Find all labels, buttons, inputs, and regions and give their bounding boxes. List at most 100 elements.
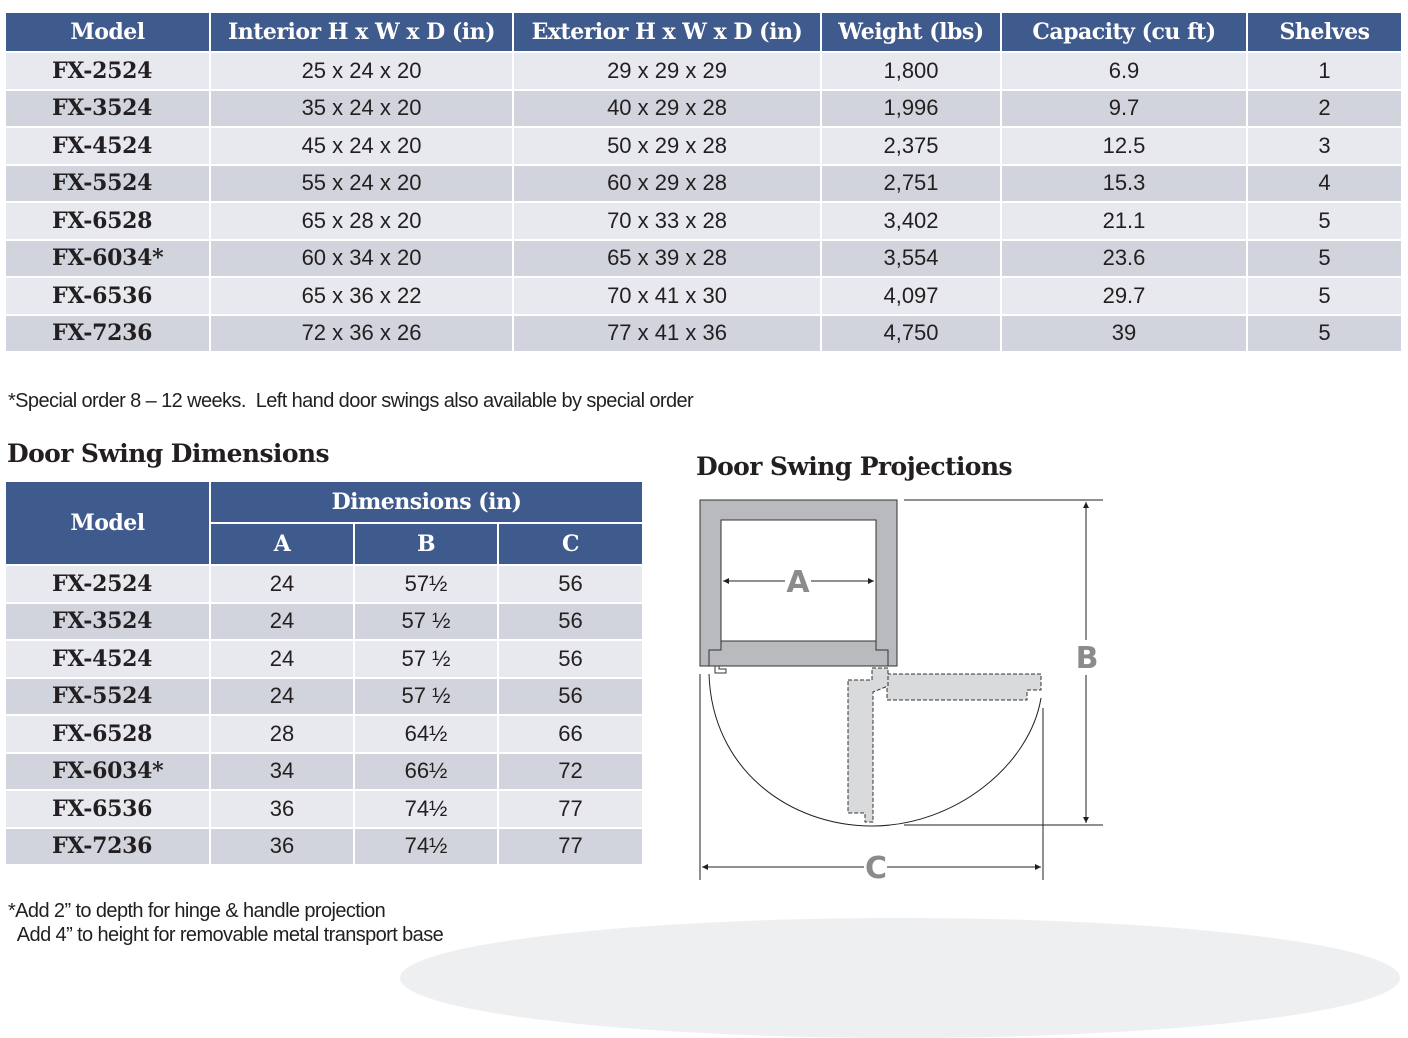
table-cell: 39	[1000, 313, 1248, 353]
table-cell: 3,554	[820, 238, 1002, 278]
decorative-background-curve	[400, 918, 1400, 1038]
table-cell: 2	[1246, 88, 1403, 128]
table-cell: 21.1	[1000, 201, 1248, 241]
column-header: Shelves	[1246, 11, 1403, 53]
table-row: FX-6034* 60 x 34 x 20 65 x 39 x 28 3,554 23.…	[4, 238, 1403, 278]
table-cell: 64½	[353, 714, 499, 754]
header-b: B	[353, 522, 499, 566]
table-cell: 29 x 29 x 29	[512, 51, 822, 91]
table-cell: 40 x 29 x 28	[512, 88, 822, 128]
header-model: Model	[4, 480, 211, 566]
table-row: FX-3524 24 57 ½ 56	[4, 601, 645, 641]
table-row: FX-6034* 34 66½ 72	[4, 751, 645, 791]
table-subheader-row: A B C	[5, 522, 645, 566]
table-cell: 66	[496, 714, 645, 754]
table-cell: 28	[209, 714, 355, 754]
table-cell: 74½	[353, 789, 499, 829]
column-header: Capacity (cu ft)	[1000, 11, 1248, 53]
table-cell: 24	[209, 639, 355, 679]
table-cell: 74½	[353, 826, 499, 866]
table-cell: 4,750	[820, 313, 1002, 353]
special-order-note: *Special order 8 – 12 weeks. Left hand d…	[8, 390, 694, 412]
table-cell: 66½	[353, 751, 499, 791]
table-header-row: Model Interior H x W x D (in) Exterior H x…	[4, 11, 1403, 53]
table-cell: 36	[209, 826, 355, 866]
table-header-row: Model Dimensions (in)	[4, 480, 645, 566]
table-cell: 57 ½	[353, 676, 499, 716]
model-cell: FX-5524	[4, 676, 211, 716]
cabinet-door-frame	[708, 640, 889, 667]
model-cell: FX-6536	[4, 789, 211, 829]
model-cell: FX-3524	[4, 88, 211, 128]
table-cell: 4	[1246, 163, 1403, 203]
model-cell: FX-2524	[4, 564, 211, 604]
model-cell: FX-6034*	[4, 238, 211, 278]
dimension-c-label: C	[865, 851, 887, 886]
table-cell: 24	[209, 676, 355, 716]
table-cell: 5	[1246, 276, 1403, 316]
table-cell: 24	[209, 601, 355, 641]
model-cell: FX-3524	[4, 601, 211, 641]
door-swing-diagram: A B C	[699, 499, 1103, 886]
table-cell: 56	[496, 676, 645, 716]
table-row: FX-6536 65 x 36 x 22 70 x 41 x 30 4,097 29.7…	[4, 276, 1403, 316]
table-cell: 77 x 41 x 36	[512, 313, 822, 353]
door-open-position	[886, 673, 1042, 701]
model-cell: FX-4524	[4, 639, 211, 679]
header-c: C	[496, 522, 645, 566]
table-row: FX-6528 65 x 28 x 20 70 x 33 x 28 3,402 21.1…	[4, 201, 1403, 241]
table-cell: 15.3	[1000, 163, 1248, 203]
table-cell: 2,375	[820, 126, 1002, 166]
table-cell: 45 x 24 x 20	[209, 126, 514, 166]
table-row: FX-6536 36 74½ 77	[4, 789, 645, 829]
table-cell: 35 x 24 x 20	[209, 88, 514, 128]
table-row: FX-5524 24 57 ½ 56	[4, 676, 645, 716]
table-cell: 50 x 29 x 28	[512, 126, 822, 166]
table-cell: 29.7	[1000, 276, 1248, 316]
table-cell: 55 x 24 x 20	[209, 163, 514, 203]
table-cell: 6.9	[1000, 51, 1248, 91]
dimension-a-label: A	[786, 565, 810, 600]
model-cell: FX-7236	[4, 826, 211, 866]
table-cell: 5	[1246, 201, 1403, 241]
column-header: Weight (lbs)	[820, 11, 1002, 53]
table-cell: 56	[496, 564, 645, 604]
table-cell: 70 x 33 x 28	[512, 201, 822, 241]
table-cell: 72 x 36 x 26	[209, 313, 514, 353]
model-cell: FX-5524	[4, 163, 211, 203]
table-cell: 57 ½	[353, 601, 499, 641]
table-cell: 5	[1246, 313, 1403, 353]
table-row: FX-5524 55 x 24 x 20 60 x 29 x 28 2,751 15.3…	[4, 163, 1403, 203]
dimension-b-label: B	[1076, 641, 1099, 676]
table-cell: 56	[496, 639, 645, 679]
table-cell: 34	[209, 751, 355, 791]
specifications-table: Model Interior H x W x D (in) Exterior H x…	[4, 11, 1403, 353]
door-swing-dimensions-table: Model Dimensions (in) A B C FX-2524 24 57½…	[4, 480, 645, 866]
table-cell: 70 x 41 x 30	[512, 276, 822, 316]
hinge-note: *Add 2” to depth for hinge & handle proj…	[8, 900, 386, 922]
table-cell: 72	[496, 751, 645, 791]
hinge-icon	[714, 666, 727, 674]
table-cell: 65 x 36 x 22	[209, 276, 514, 316]
model-cell: FX-6034*	[4, 751, 211, 791]
table-cell: 65 x 28 x 20	[209, 201, 514, 241]
table-row: FX-7236 36 74½ 77	[4, 826, 645, 866]
table-cell: 56	[496, 601, 645, 641]
table-cell: 57½	[353, 564, 499, 604]
table-cell: 23.6	[1000, 238, 1248, 278]
table-row: FX-2524 24 57½ 56	[4, 564, 645, 604]
table-cell: 24	[209, 564, 355, 604]
table-cell: 65 x 39 x 28	[512, 238, 822, 278]
table-row: FX-2524 25 x 24 x 20 29 x 29 x 29 1,800 6.9 1	[4, 51, 1403, 91]
model-cell: FX-4524	[4, 126, 211, 166]
door-closed-position	[847, 667, 889, 823]
transport-base-note: Add 4” to height for removable metal tra…	[8, 924, 444, 946]
table-cell: 3,402	[820, 201, 1002, 241]
table-cell: 36	[209, 789, 355, 829]
table-row: FX-4524 24 57 ½ 56	[4, 639, 645, 679]
header-dimensions: Dimensions (in)	[208, 480, 645, 524]
table-row: FX-7236 72 x 36 x 26 77 x 41 x 36 4,750 39 5	[4, 313, 1403, 353]
table-cell: 2,751	[820, 163, 1002, 203]
model-cell: FX-6536	[4, 276, 211, 316]
table-cell: 1,996	[820, 88, 1002, 128]
